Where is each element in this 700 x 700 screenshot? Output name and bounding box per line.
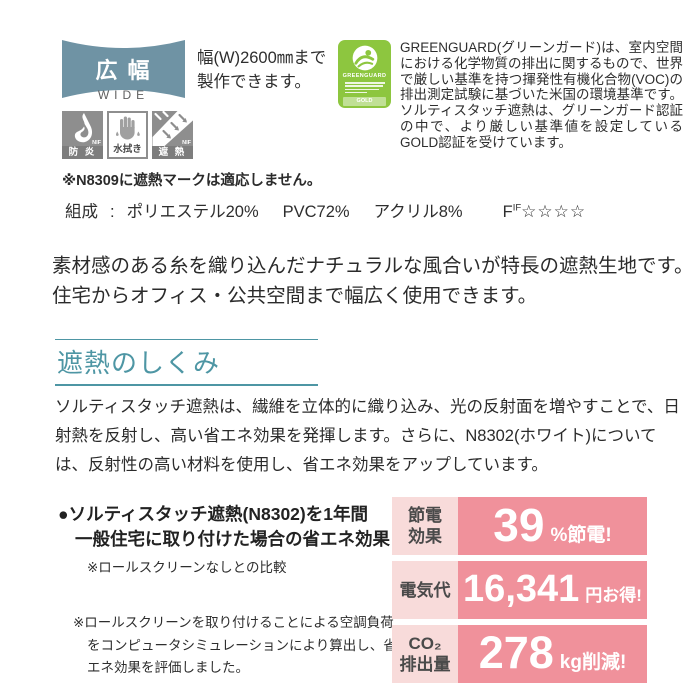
- row-unit: kg削減!: [559, 652, 627, 673]
- row-label-line1: 電気代: [399, 580, 451, 600]
- heat-mark-exception-note: ※N8309に遮熱マークは適応しません。: [62, 173, 322, 189]
- nif-mark: NIF: [92, 140, 101, 146]
- savings-title-line2: 一般住宅に取り付けた場合の省エネ効果: [75, 529, 390, 549]
- row-label-line1: 節電: [408, 506, 442, 525]
- section-heading-heat-shield-mechanism: 遮熱のしくみ: [55, 339, 318, 386]
- water-wipe-label: 水拭き: [113, 144, 142, 155]
- greenguard-logo-text: GREENGUARD: [342, 73, 387, 79]
- heat-shield-label: 遮 熱: [152, 146, 193, 159]
- table-row-co2-emission: CO₂ 排出量 278 kg削減!: [392, 625, 647, 683]
- row-label: 節電 効果: [392, 497, 458, 555]
- composition-line: 組成 : ポリエステル20% PVC72% アクリル8% FIF☆☆☆☆: [65, 198, 586, 222]
- hand-icon: [115, 116, 140, 140]
- greenguard-description: GREENGUARD(グリーンガード)は、室内空間における化学物質の排出に関する…: [400, 40, 683, 150]
- max-width-note: 幅(W)2600㎜まで 製作できます。: [197, 46, 326, 94]
- greenguard-gold-label: GOLD: [343, 97, 386, 107]
- row-unit: 円お得!: [585, 586, 642, 605]
- nif-mark: NIF: [182, 140, 191, 146]
- grade-sup: IF: [512, 202, 522, 214]
- composition-polyester: ポリエステル20%: [126, 203, 259, 221]
- composition-pvc: PVC72%: [282, 203, 350, 221]
- row-value-cell: 39 %節電!: [458, 497, 647, 555]
- flame-icon: [74, 113, 92, 143]
- savings-method-note: ※ロールスクリーンを取り付けることによる空調負荷をコンピュータシミュレーションに…: [73, 615, 397, 675]
- wide-banner: 広 幅 WIDE: [62, 40, 185, 102]
- row-value-cell: 16,341 円お得!: [458, 561, 647, 619]
- row-value-cell: 278 kg削減!: [458, 625, 647, 683]
- row-label-line1: CO₂: [408, 634, 442, 653]
- row-value: 278: [478, 627, 554, 678]
- row-label-line2: 排出量: [399, 655, 451, 674]
- wide-banner-title: 広 幅: [95, 58, 152, 83]
- max-width-note-line1: 幅(W)2600㎜まで: [197, 49, 327, 67]
- savings-title-line1: ●ソルティスタッチ遮熱(N8302)を1年間: [58, 504, 368, 524]
- heat-shield-icon: NIF 遮 熱: [152, 111, 193, 159]
- greenguard-figure-icon: [352, 45, 377, 71]
- flame-proof-label: 防 炎: [62, 146, 103, 159]
- table-row-electricity-cost: 電気代 16,341 円お得!: [392, 561, 647, 619]
- row-label: 電気代: [392, 561, 458, 619]
- row-value: 16,341: [463, 568, 580, 610]
- grade-stars: ☆☆☆☆: [521, 202, 587, 221]
- wide-banner-subtitle: WIDE: [97, 88, 150, 102]
- greenguard-gold-badge: GREENGUARD GOLD: [338, 40, 391, 108]
- grade-f: F: [502, 203, 513, 221]
- row-value: 39: [493, 499, 545, 551]
- savings-comparison-note: ※ロールスクリーンなしとの比較: [87, 560, 287, 575]
- certification-fine-print: [344, 82, 385, 95]
- table-row-power-saving: 節電 効果 39 %節電!: [392, 497, 647, 555]
- max-width-note-line2: 製作できます。: [197, 73, 311, 91]
- certification-icons: NIF 防 炎 水拭き: [62, 111, 193, 159]
- water-wipe-icon: 水拭き: [107, 111, 148, 159]
- row-label: CO₂ 排出量: [392, 625, 458, 683]
- product-intro-paragraph: 素材感のある糸を織り込んだナチュラルな風合いが特長の遮熱生地です。住宅からオフィ…: [52, 255, 694, 307]
- formaldehyde-grade: FIF☆☆☆☆: [503, 202, 587, 222]
- composition-label: 組成: [65, 203, 98, 221]
- composition-separator: :: [110, 203, 115, 221]
- flame-proof-icon: NIF 防 炎: [62, 111, 103, 159]
- savings-title: ●ソルティスタッチ遮熱(N8302)を1年間 一般住宅に取り付けた場合の省エネ効…: [58, 502, 390, 552]
- mechanism-paragraph: ソルティスタッチ遮熱は、繊維を立体的に織り込み、光の反射面を増やすことで、日射熱…: [55, 398, 680, 474]
- row-label-line2: 効果: [408, 527, 442, 546]
- ribbon-shape: [62, 40, 185, 98]
- composition-acrylic: アクリル8%: [373, 203, 463, 221]
- reflecting-arrows-icon: [152, 111, 193, 146]
- savings-table: 節電 効果 39 %節電! 電気代 16,341 円お得! CO₂ 排出量: [392, 497, 647, 689]
- row-unit: %節電!: [550, 525, 612, 546]
